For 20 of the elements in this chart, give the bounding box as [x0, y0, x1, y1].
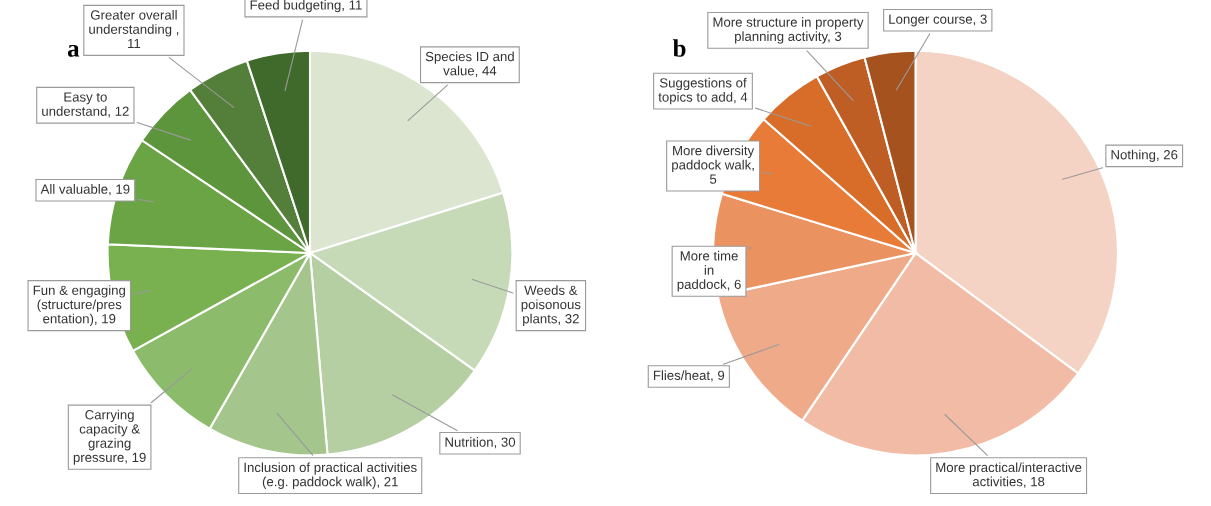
text: b	[672, 39, 686, 57]
slice-label: Suggestions of topics to add, 4	[658, 77, 748, 105]
slice-label: Longer course, 3	[889, 14, 987, 27]
slice-label: Carrying capacity & grazing pressure, 19	[73, 409, 146, 465]
slice-label: Easy to understand, 12	[42, 92, 129, 118]
slice-label: Greater overall understanding , 11	[89, 10, 179, 48]
slice-label: More time in paddock, 6	[677, 250, 741, 292]
slice-label: More practical/interactive activities, 18	[936, 462, 1082, 488]
slice-label: Weeds & poisonous plants, 32	[521, 285, 581, 326]
slice-label: All valuable, 19	[40, 184, 130, 196]
slice-label: Nutrition, 30	[445, 437, 516, 449]
slice-label: Nothing, 26	[1111, 149, 1178, 162]
text: a	[67, 44, 80, 57]
slice-label: Species ID and value, 44	[425, 51, 514, 77]
slice-label: More diversity paddock walk, 5	[672, 145, 755, 184]
slice-label: Feed budgeting, 11	[250, 0, 362, 13]
slice-label: Flies/heat, 9	[653, 370, 725, 382]
slice-label: More structure in property planning activity, 3	[713, 17, 864, 44]
slice-label: Fun & engaging (structure/pres entation), 19	[33, 285, 125, 326]
slice-label: Inclusion of practical activities (e.g. paddock walk), 21	[244, 462, 417, 489]
